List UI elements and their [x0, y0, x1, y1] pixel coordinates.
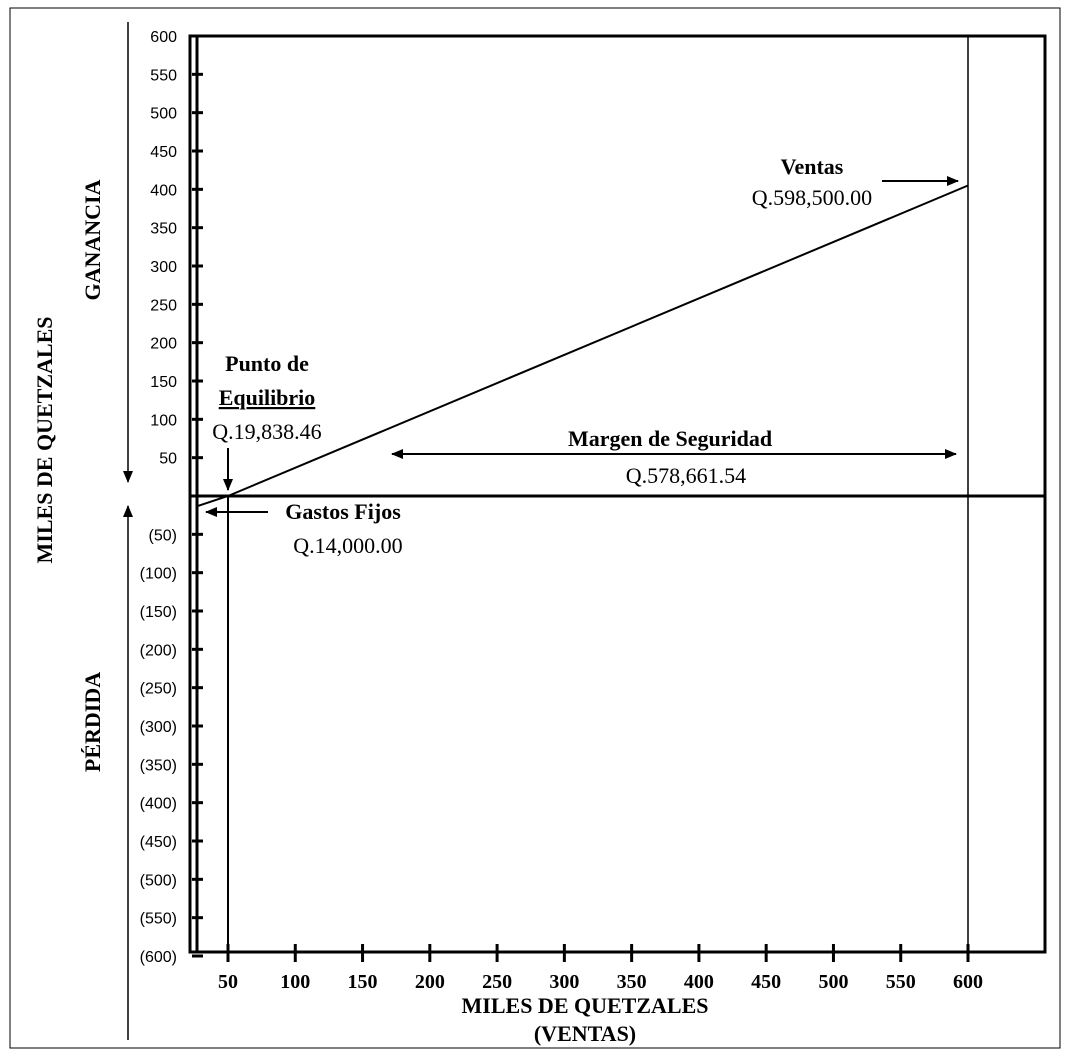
- margen-value: Q.578,661.54: [626, 463, 746, 488]
- y-tick-label: 300: [150, 259, 177, 276]
- plot-area: [188, 34, 1047, 954]
- x-tick-label: 600: [953, 971, 983, 993]
- x-ticks: [226, 944, 970, 962]
- x-tick-label: 250: [482, 971, 512, 993]
- equilibrio-value: Q.19,838.46: [212, 419, 321, 444]
- equilibrio-label-1: Punto de: [225, 351, 309, 376]
- y-tick-label: 600: [150, 29, 177, 46]
- y-tick-label: 550: [150, 67, 177, 84]
- y-tick-label: (450): [140, 834, 177, 851]
- series-lines: [195, 184, 969, 508]
- x-tick-label: 200: [415, 971, 445, 993]
- x-tick-label: 350: [617, 971, 647, 993]
- x-tick-label: 450: [751, 971, 781, 993]
- y-tick-label: 200: [150, 336, 177, 353]
- y-tick-label: (400): [140, 796, 177, 813]
- y-tick-label: (350): [140, 757, 177, 774]
- y-tick-label: 500: [150, 106, 177, 123]
- y-tick-label: 100: [150, 412, 177, 429]
- y-tick-label: 350: [150, 221, 177, 238]
- y-tick-label: (100): [140, 566, 177, 583]
- y-tick-label: (500): [140, 872, 177, 889]
- y-tick-label: (50): [149, 527, 177, 544]
- y-tick-label: (550): [140, 911, 177, 928]
- x-tick-label: 50: [218, 971, 238, 993]
- x-tick-label: 500: [818, 971, 848, 993]
- x-axis-label: MILES DE QUETZALES: [462, 993, 709, 1018]
- ventas-label: Ventas: [781, 154, 844, 179]
- y-tick-label: (200): [140, 642, 177, 659]
- gastos-value: Q.14,000.00: [293, 533, 402, 558]
- y-tick-label: 400: [150, 182, 177, 199]
- y-tick-label: 450: [150, 144, 177, 161]
- y-axis-lower-label: PÉRDIDA: [80, 672, 105, 772]
- x-axis-label-2: (VENTAS): [534, 1021, 636, 1046]
- y-axis-upper-label: GANANCIA: [80, 179, 105, 300]
- y-tick-label: 150: [150, 374, 177, 391]
- y-tick-label: (300): [140, 719, 177, 736]
- ventas-value: Q.598,500.00: [752, 185, 872, 210]
- y-tick-label: (150): [140, 604, 177, 621]
- y-tick-label: 250: [150, 297, 177, 314]
- equilibrio-label-2: Equilibrio: [219, 385, 316, 410]
- sales-line: [195, 184, 969, 508]
- y-tick-label: 50: [159, 451, 177, 468]
- y-tick-label: (250): [140, 681, 177, 698]
- x-tick-labels: 50 100 150 200 250 300 350 400 450 500 550 600: [218, 971, 983, 993]
- margen-label: Margen de Seguridad: [568, 426, 772, 451]
- x-tick-label: 400: [684, 971, 714, 993]
- outer-frame: [9, 7, 1061, 1049]
- x-tick-label: 550: [886, 971, 916, 993]
- y-tick-label: (600): [140, 949, 177, 966]
- x-tick-label: 300: [549, 971, 579, 993]
- y-axis-label: MILES DE QUETZALES: [32, 317, 57, 564]
- x-tick-label: 150: [348, 971, 378, 993]
- y-tick-labels: 600 550 500 450 400 350 300 250 200 150 100 50 (50) (…: [140, 29, 177, 966]
- gastos-label: Gastos Fijos: [285, 499, 401, 524]
- x-tick-label: 100: [280, 971, 310, 993]
- y-ticks: [192, 34, 203, 958]
